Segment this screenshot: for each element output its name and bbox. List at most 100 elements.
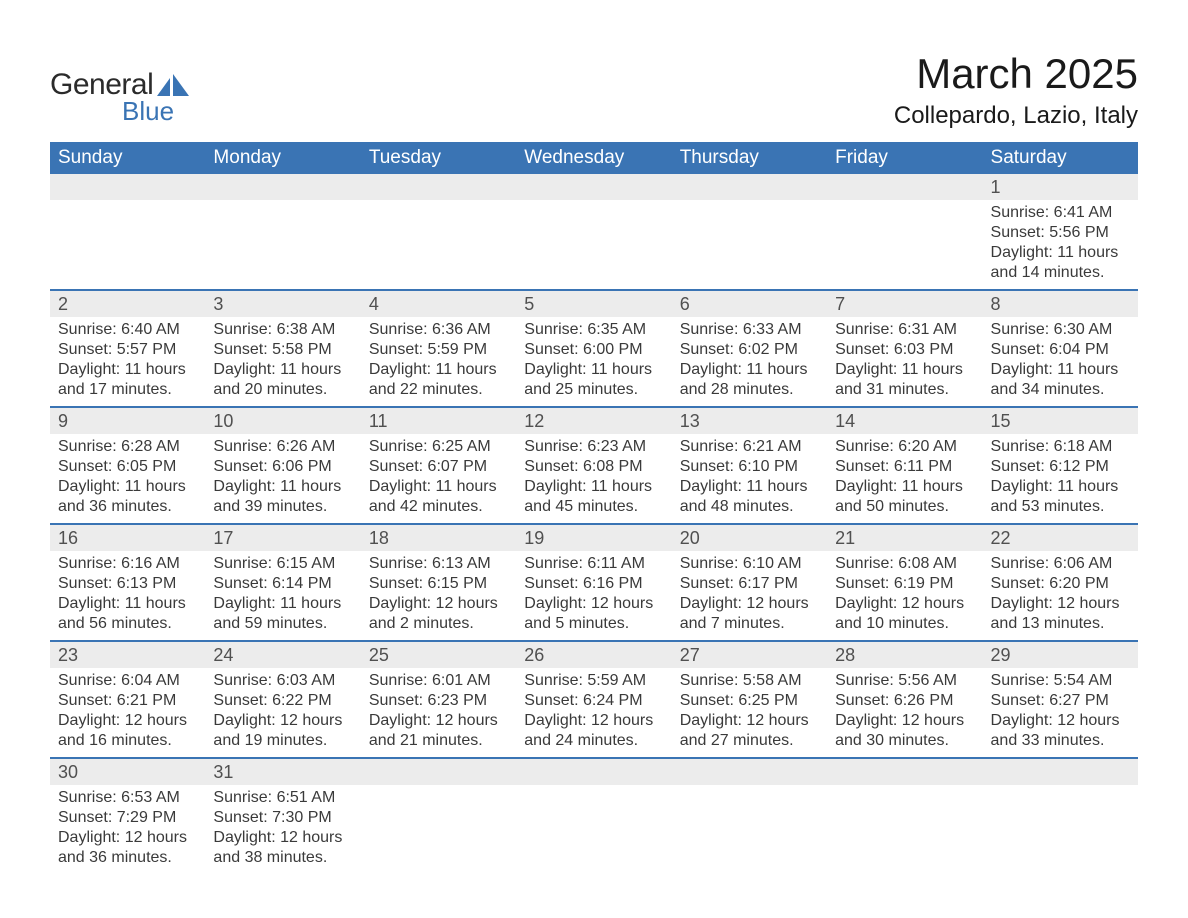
day-number-cell: 1 [983, 174, 1138, 200]
day-number-cell: 30 [50, 758, 205, 785]
daylight-text-1: Daylight: 12 hours [835, 594, 974, 614]
day-data-row: Sunrise: 6:28 AMSunset: 6:05 PMDaylight:… [50, 434, 1138, 524]
day-number-cell [361, 174, 516, 200]
sunset-text: Sunset: 6:05 PM [58, 457, 197, 477]
daylight-text-1: Daylight: 11 hours [58, 594, 197, 614]
daylight-text-1: Daylight: 11 hours [213, 360, 352, 380]
day-number-row: 3031 [50, 758, 1138, 785]
daylight-text-1: Daylight: 11 hours [58, 360, 197, 380]
sunset-text: Sunset: 6:25 PM [680, 691, 819, 711]
day-data-cell: Sunrise: 6:38 AMSunset: 5:58 PMDaylight:… [205, 317, 360, 407]
day-number-row: 9101112131415 [50, 407, 1138, 434]
daylight-text-2: and 33 minutes. [991, 731, 1130, 751]
sunrise-text: Sunrise: 6:35 AM [524, 320, 663, 340]
day-data-cell: Sunrise: 6:31 AMSunset: 6:03 PMDaylight:… [827, 317, 982, 407]
daylight-text-1: Daylight: 12 hours [213, 828, 352, 848]
day-data-cell: Sunrise: 6:20 AMSunset: 6:11 PMDaylight:… [827, 434, 982, 524]
daylight-text-2: and 25 minutes. [524, 380, 663, 400]
day-data-cell: Sunrise: 6:23 AMSunset: 6:08 PMDaylight:… [516, 434, 671, 524]
daylight-text-1: Daylight: 11 hours [835, 360, 974, 380]
day-number-cell: 28 [827, 641, 982, 668]
day-number-cell: 16 [50, 524, 205, 551]
day-data-cell [827, 200, 982, 290]
day-number-cell [983, 758, 1138, 785]
day-data-cell: Sunrise: 6:16 AMSunset: 6:13 PMDaylight:… [50, 551, 205, 641]
weekday-header: Monday [205, 142, 360, 174]
day-data-cell [50, 200, 205, 290]
sunset-text: Sunset: 6:22 PM [213, 691, 352, 711]
daylight-text-2: and 27 minutes. [680, 731, 819, 751]
day-number-cell: 26 [516, 641, 671, 668]
daylight-text-1: Daylight: 11 hours [213, 477, 352, 497]
daylight-text-1: Daylight: 11 hours [991, 360, 1130, 380]
day-data-cell [983, 785, 1138, 874]
daylight-text-2: and 45 minutes. [524, 497, 663, 517]
title-block: March 2025 Collepardo, Lazio, Italy [894, 50, 1138, 130]
day-data-cell: Sunrise: 5:56 AMSunset: 6:26 PMDaylight:… [827, 668, 982, 758]
day-data-cell: Sunrise: 6:10 AMSunset: 6:17 PMDaylight:… [672, 551, 827, 641]
day-data-cell: Sunrise: 6:25 AMSunset: 6:07 PMDaylight:… [361, 434, 516, 524]
daylight-text-1: Daylight: 11 hours [991, 243, 1130, 263]
daylight-text-2: and 36 minutes. [58, 848, 197, 868]
day-data-cell: Sunrise: 6:41 AMSunset: 5:56 PMDaylight:… [983, 200, 1138, 290]
logo: General Blue [50, 68, 189, 127]
day-number-cell: 7 [827, 290, 982, 317]
day-number-cell: 13 [672, 407, 827, 434]
day-data-cell: Sunrise: 6:08 AMSunset: 6:19 PMDaylight:… [827, 551, 982, 641]
daylight-text-2: and 22 minutes. [369, 380, 508, 400]
day-number-cell [50, 174, 205, 200]
sunrise-text: Sunrise: 6:06 AM [991, 554, 1130, 574]
daylight-text-1: Daylight: 12 hours [369, 711, 508, 731]
sunset-text: Sunset: 6:21 PM [58, 691, 197, 711]
day-data-row: Sunrise: 6:41 AMSunset: 5:56 PMDaylight:… [50, 200, 1138, 290]
day-number-cell: 10 [205, 407, 360, 434]
sunrise-text: Sunrise: 6:33 AM [680, 320, 819, 340]
sunset-text: Sunset: 6:03 PM [835, 340, 974, 360]
sunrise-text: Sunrise: 6:51 AM [213, 788, 352, 808]
day-data-cell: Sunrise: 6:01 AMSunset: 6:23 PMDaylight:… [361, 668, 516, 758]
daylight-text-2: and 7 minutes. [680, 614, 819, 634]
sunrise-text: Sunrise: 6:36 AM [369, 320, 508, 340]
daylight-text-1: Daylight: 11 hours [213, 594, 352, 614]
weekday-header: Wednesday [516, 142, 671, 174]
sunrise-text: Sunrise: 6:38 AM [213, 320, 352, 340]
sunrise-text: Sunrise: 6:26 AM [213, 437, 352, 457]
day-data-cell [361, 200, 516, 290]
daylight-text-2: and 30 minutes. [835, 731, 974, 751]
daylight-text-2: and 48 minutes. [680, 497, 819, 517]
day-number-cell: 14 [827, 407, 982, 434]
daylight-text-1: Daylight: 12 hours [680, 594, 819, 614]
daylight-text-2: and 2 minutes. [369, 614, 508, 634]
day-data-row: Sunrise: 6:53 AMSunset: 7:29 PMDaylight:… [50, 785, 1138, 874]
sunset-text: Sunset: 6:20 PM [991, 574, 1130, 594]
sunset-text: Sunset: 6:07 PM [369, 457, 508, 477]
day-number-cell: 12 [516, 407, 671, 434]
daylight-text-2: and 13 minutes. [991, 614, 1130, 634]
sunrise-text: Sunrise: 6:20 AM [835, 437, 974, 457]
weekday-header: Saturday [983, 142, 1138, 174]
day-data-cell [516, 200, 671, 290]
sunrise-text: Sunrise: 6:13 AM [369, 554, 508, 574]
sunset-text: Sunset: 6:06 PM [213, 457, 352, 477]
sunset-text: Sunset: 5:59 PM [369, 340, 508, 360]
day-data-cell [205, 200, 360, 290]
daylight-text-2: and 28 minutes. [680, 380, 819, 400]
day-number-cell: 11 [361, 407, 516, 434]
daylight-text-1: Daylight: 11 hours [680, 360, 819, 380]
day-number-cell: 23 [50, 641, 205, 668]
daylight-text-2: and 19 minutes. [213, 731, 352, 751]
day-number-cell: 15 [983, 407, 1138, 434]
sunset-text: Sunset: 6:00 PM [524, 340, 663, 360]
sunrise-text: Sunrise: 6:53 AM [58, 788, 197, 808]
day-number-row: 1 [50, 174, 1138, 200]
weekday-header: Sunday [50, 142, 205, 174]
day-data-cell [361, 785, 516, 874]
sunset-text: Sunset: 6:02 PM [680, 340, 819, 360]
day-number-cell: 24 [205, 641, 360, 668]
daylight-text-1: Daylight: 11 hours [991, 477, 1130, 497]
day-data-cell: Sunrise: 6:11 AMSunset: 6:16 PMDaylight:… [516, 551, 671, 641]
day-number-cell: 4 [361, 290, 516, 317]
day-data-cell: Sunrise: 5:54 AMSunset: 6:27 PMDaylight:… [983, 668, 1138, 758]
daylight-text-1: Daylight: 11 hours [680, 477, 819, 497]
day-data-cell: Sunrise: 5:59 AMSunset: 6:24 PMDaylight:… [516, 668, 671, 758]
